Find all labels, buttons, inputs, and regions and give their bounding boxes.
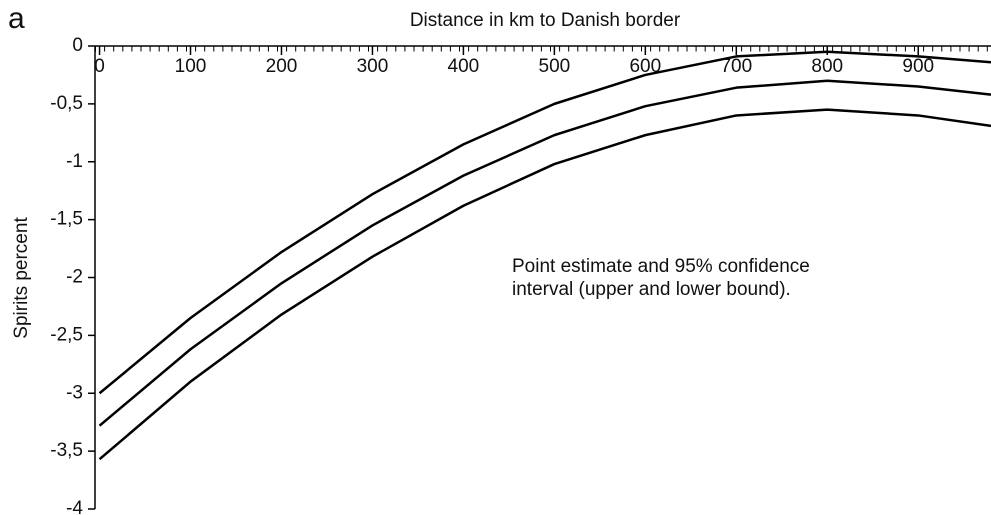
y-tick-label: -3,5 — [50, 440, 83, 461]
x-tick-label: 900 — [902, 56, 934, 77]
x-tick-label: 800 — [811, 56, 843, 77]
x-tick-label: 100 — [175, 56, 207, 77]
x-tick-label: 400 — [448, 56, 480, 77]
y-tick-label: -1,5 — [50, 209, 83, 230]
y-tick-label: -2,5 — [50, 324, 83, 345]
y-tick-label: 0 — [72, 35, 83, 56]
x-tick-label: 300 — [357, 56, 389, 77]
annotation: interval (upper and lower bound). — [512, 279, 791, 300]
x-tick-label: 200 — [266, 56, 298, 77]
x-tick-label: 700 — [720, 56, 752, 77]
line — [98, 79, 991, 427]
y-tick-label: -0,5 — [50, 93, 83, 114]
y-axis-label: Spirits percent — [11, 217, 32, 339]
line — [98, 108, 991, 461]
y-tick-label: -1 — [66, 151, 83, 172]
annotation: Point estimate and 95% confidence — [512, 256, 810, 277]
x-tick-label: 600 — [629, 56, 661, 77]
x-axis-label: Distance in km to Danish border — [410, 10, 681, 31]
line — [98, 50, 991, 395]
y-tick-label: -4 — [66, 498, 83, 515]
y-tick-label: -2 — [66, 267, 83, 288]
panel-label: a — [8, 2, 25, 35]
y-tick-label: -3 — [66, 382, 83, 403]
x-tick-label: 0 — [94, 56, 105, 77]
x-tick-label: 500 — [539, 56, 571, 77]
